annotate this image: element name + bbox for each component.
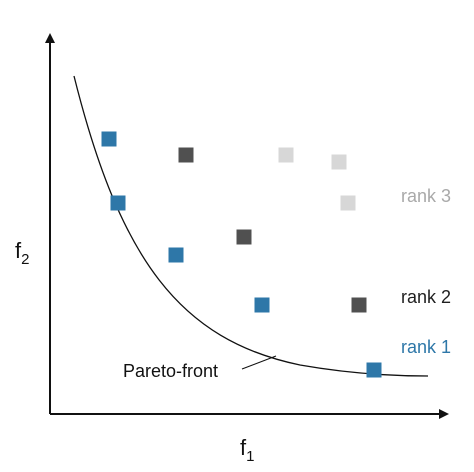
rank-3-label: rank 3 <box>401 186 451 206</box>
rank1-point-3 <box>168 247 184 263</box>
rank2-point-1 <box>178 147 194 163</box>
rank1-point-1 <box>101 131 117 147</box>
rank3-point-1 <box>278 147 294 163</box>
y-axis-label: f2 <box>15 238 29 268</box>
rank2-point-3 <box>351 297 367 313</box>
x-axis-label-sub: 1 <box>246 448 254 465</box>
pareto-front-curve <box>73 75 429 377</box>
rank-1-label: rank 1 <box>401 337 451 357</box>
points-layer <box>101 131 382 378</box>
pareto-front-leader <box>241 355 277 370</box>
rank2-point-2 <box>236 229 252 245</box>
rank1-point-2 <box>110 195 126 211</box>
y-axis-label-sub: 2 <box>21 251 29 268</box>
y-axis-label-main: f <box>15 238 22 263</box>
rank3-point-3 <box>340 195 356 211</box>
rank1-point-4 <box>254 297 270 313</box>
rank-2-label: rank 2 <box>401 287 451 307</box>
rank1-point-5 <box>366 362 382 378</box>
rank3-point-2 <box>331 154 347 170</box>
x-axis-label-main: f <box>240 435 247 460</box>
x-axis-label: f1 <box>240 435 254 465</box>
pareto-front-label: Pareto-front <box>123 361 218 381</box>
